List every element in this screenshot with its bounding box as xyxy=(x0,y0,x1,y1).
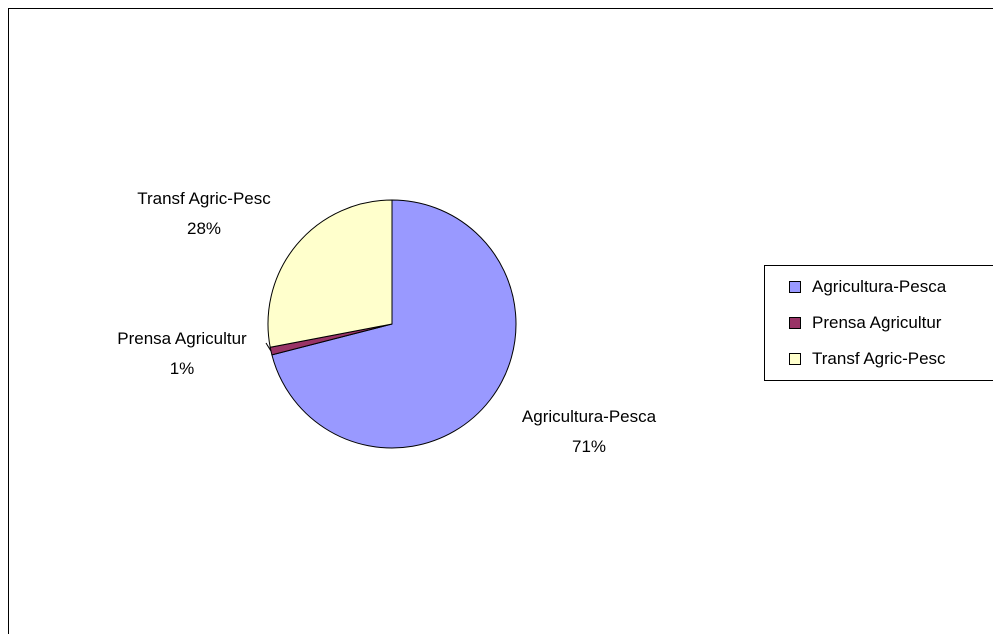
slice-percent-label: 28% xyxy=(187,219,221,238)
legend-item-transf-agric-pesc: Transf Agric-Pesc xyxy=(789,348,946,370)
slice-percent-label: 71% xyxy=(572,437,606,456)
legend-label: Transf Agric-Pesc xyxy=(812,349,946,368)
pie-slices xyxy=(267,199,517,449)
pie-slice-transf-agric-pesc xyxy=(267,199,393,348)
legend: Agricultura-Pesca Prensa Agricultur Tran… xyxy=(764,265,993,381)
leader-lines xyxy=(265,342,272,352)
pie-slice-agricultura-pesca xyxy=(271,199,517,449)
leader-line xyxy=(265,342,272,352)
slice-name-label: Prensa Agricultur xyxy=(117,329,247,348)
legend-swatch xyxy=(789,353,801,365)
legend-item-agricultura-pesca: Agricultura-Pesca xyxy=(789,276,946,298)
legend-swatch xyxy=(789,317,801,329)
slice-name-label: Agricultura-Pesca xyxy=(522,407,657,426)
legend-item-prensa-agricultur: Prensa Agricultur xyxy=(789,312,941,334)
slice-labels: Agricultura-Pesca 71% Prensa Agricultur 1% T… xyxy=(117,189,656,456)
legend-label: Prensa Agricultur xyxy=(812,313,942,332)
legend-swatch xyxy=(789,281,801,293)
slice-percent-label: 1% xyxy=(170,359,195,378)
legend-label: Agricultura-Pesca xyxy=(812,277,947,296)
slice-name-label: Transf Agric-Pesc xyxy=(137,189,271,208)
